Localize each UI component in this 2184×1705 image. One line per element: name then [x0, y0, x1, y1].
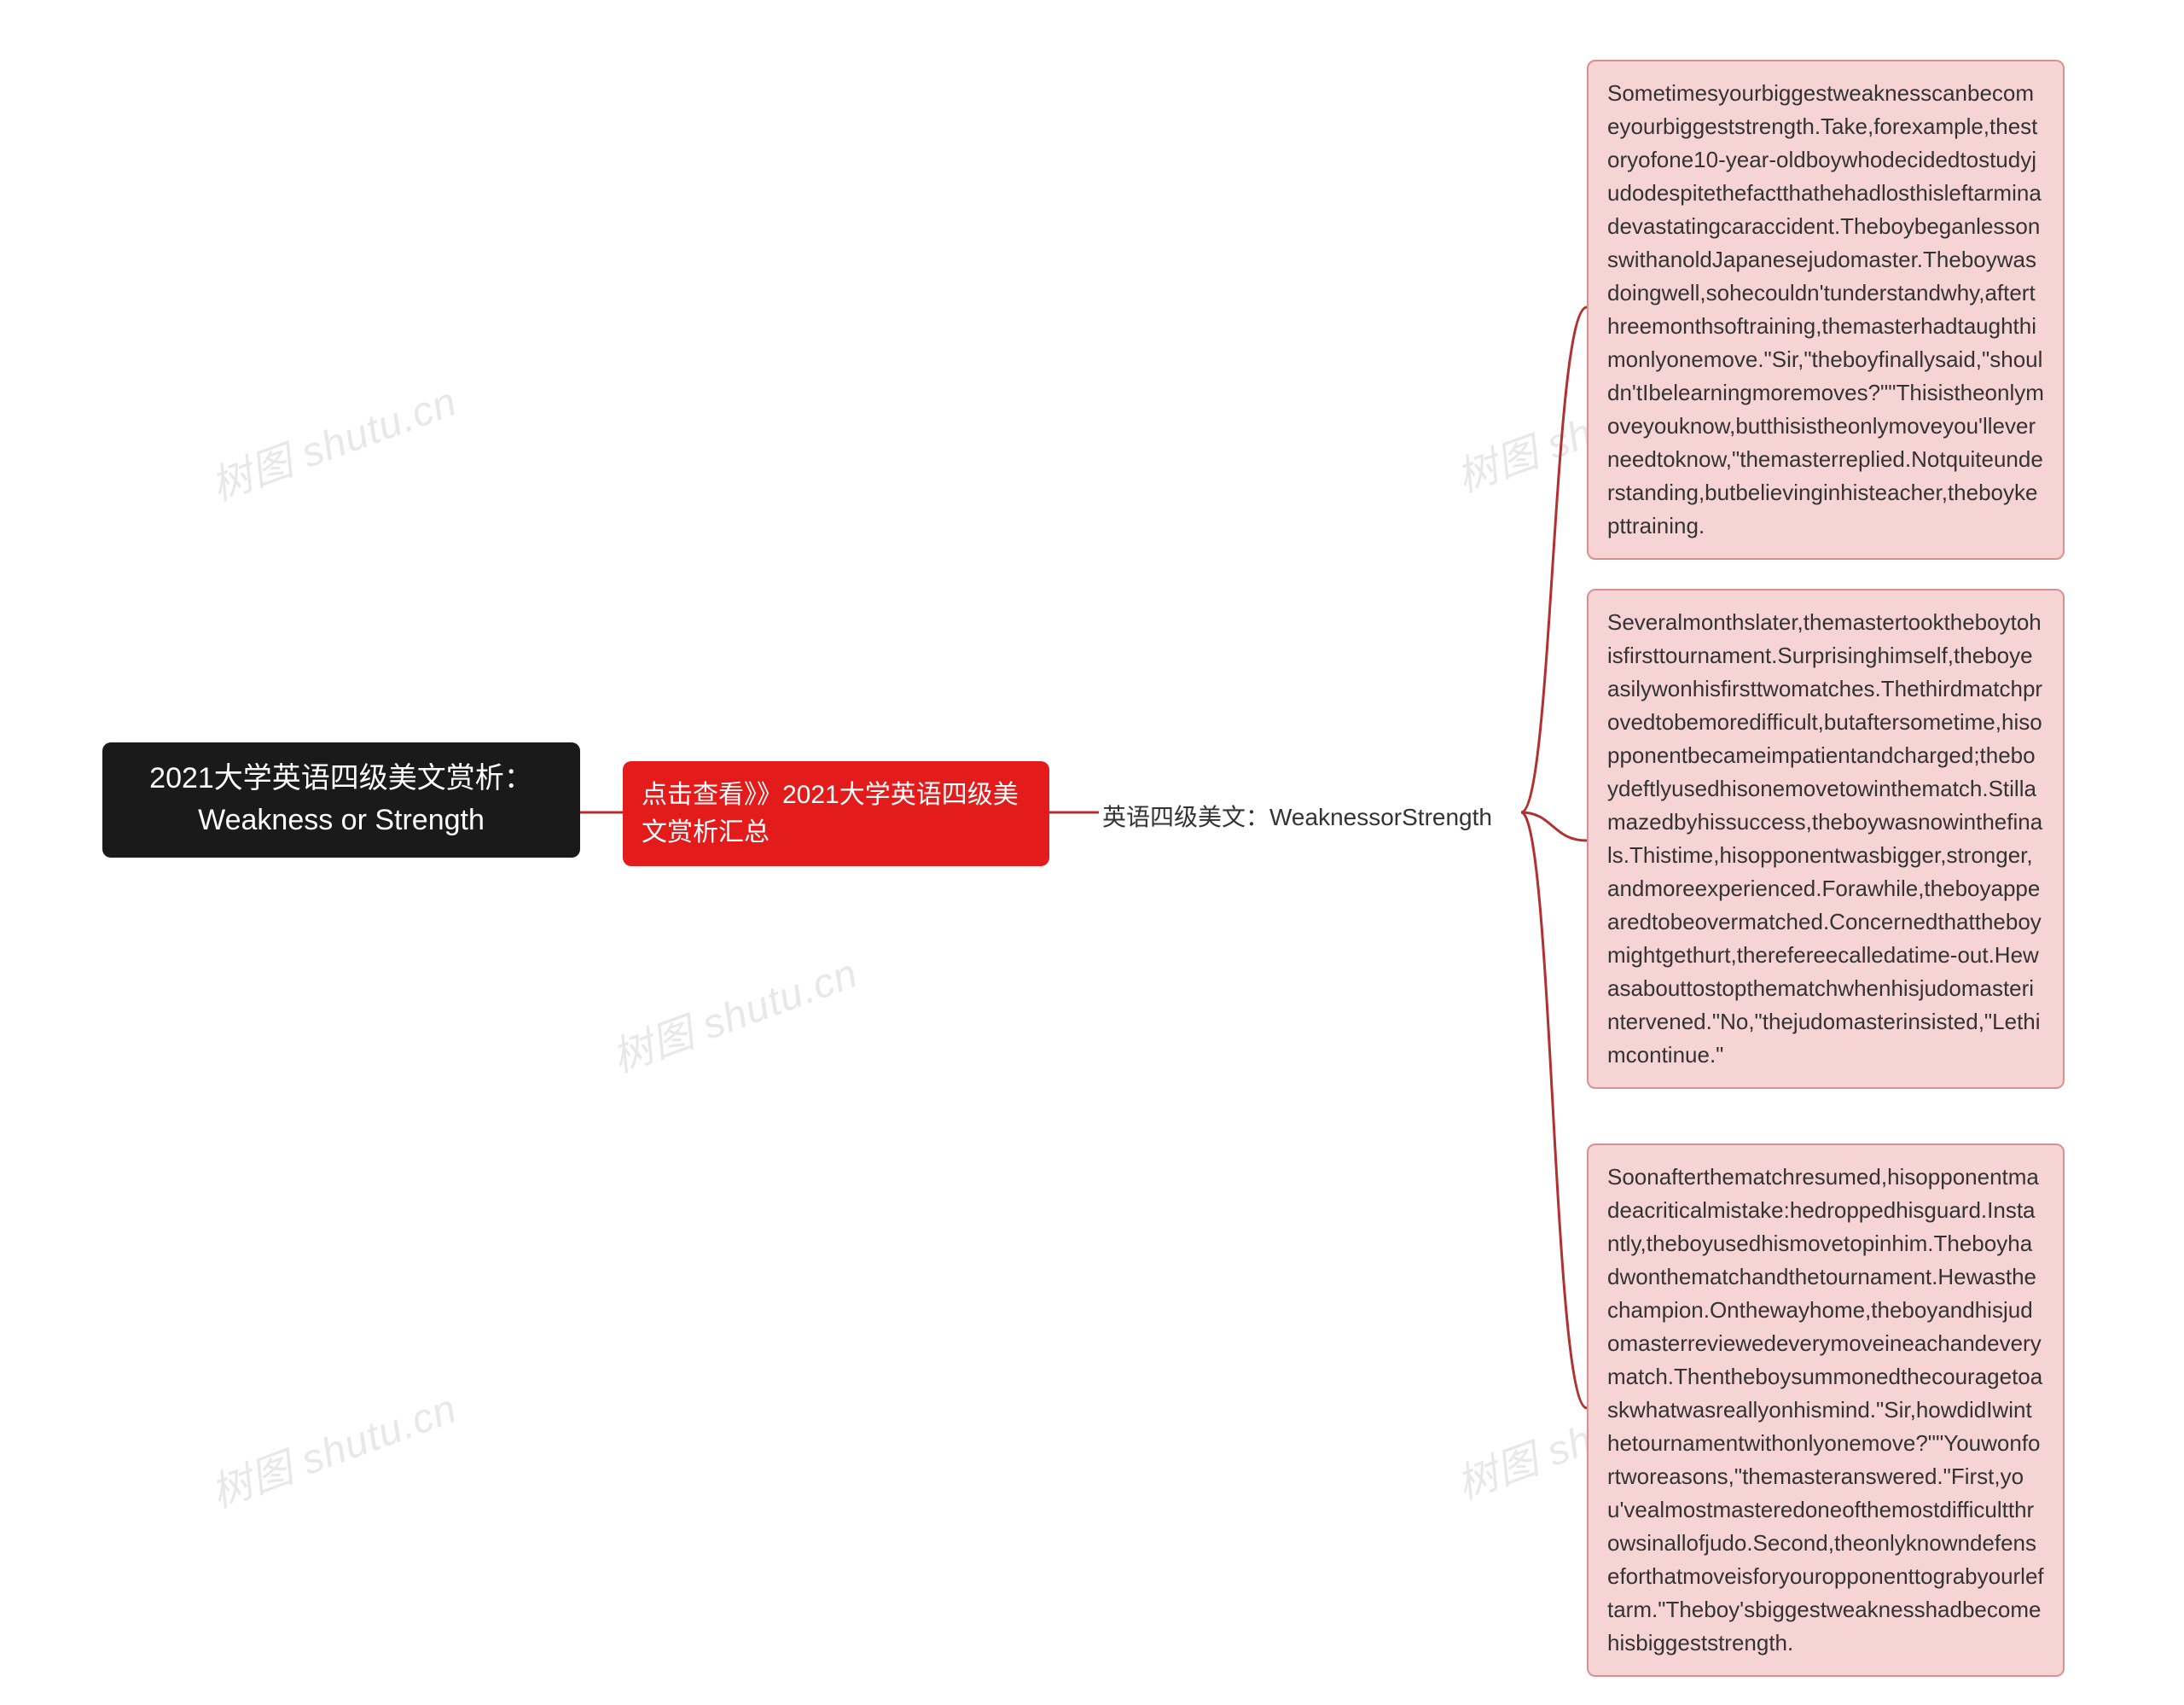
edge-l2-leaf2: [1521, 812, 1587, 841]
leaf-node-3-text: Soonafterthematchresumed,hisopponentmade…: [1607, 1164, 2044, 1656]
watermark: 树图 shutu.cn: [201, 1375, 464, 1519]
leaf-node-2[interactable]: Severalmonthslater,themastertooktheboyto…: [1587, 589, 2065, 1089]
level1-node[interactable]: 点击查看》》2021大学英语四级美文赏析汇总: [623, 761, 1049, 866]
leaf-node-2-text: Severalmonthslater,themastertooktheboyto…: [1607, 609, 2042, 1068]
edge-l2-leaf3: [1521, 812, 1587, 1408]
leaf-node-1-text: Sometimesyourbiggestweaknesscanbecomeyou…: [1607, 80, 2044, 538]
edge-l2-leaf1: [1521, 307, 1587, 812]
leaf-node-3[interactable]: Soonafterthematchresumed,hisopponentmade…: [1587, 1143, 2065, 1677]
level2-node[interactable]: 英语四级美文：WeaknessorStrength: [1099, 794, 1521, 842]
root-node[interactable]: 2021大学英语四级美文赏析：Weakness or Strength: [102, 742, 580, 858]
watermark: 树图 shutu.cn: [201, 368, 464, 512]
level2-node-label: 英语四级美文：WeaknessorStrength: [1102, 804, 1492, 830]
watermark: 树图 shutu.cn: [602, 940, 865, 1084]
leaf-node-1[interactable]: Sometimesyourbiggestweaknesscanbecomeyou…: [1587, 60, 2065, 560]
level1-node-label: 点击查看》》2021大学英语四级美文赏析汇总: [642, 781, 1019, 847]
root-node-label: 2021大学英语四级美文赏析：Weakness or Strength: [149, 762, 533, 836]
